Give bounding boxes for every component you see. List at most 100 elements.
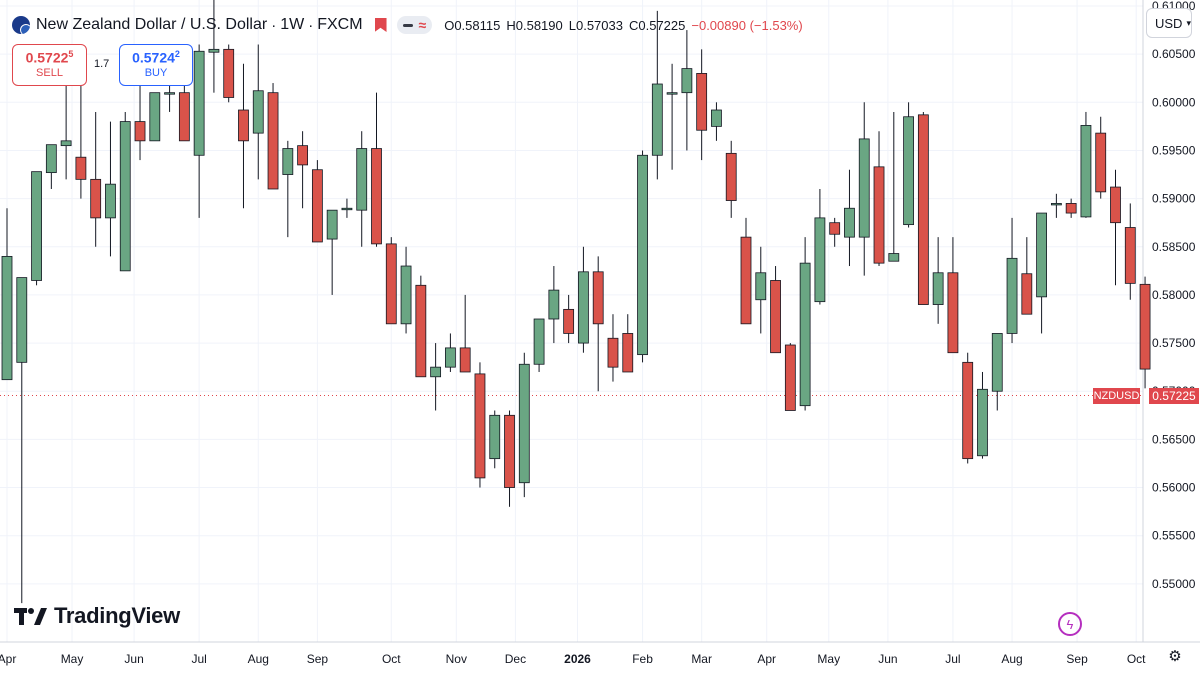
- candle-body: [903, 116, 914, 226]
- candle-body: [844, 207, 855, 238]
- candle: [193, 44, 205, 218]
- candle-body: [238, 109, 249, 142]
- candle: [45, 144, 57, 189]
- candle-body: [415, 284, 427, 378]
- candle-body: [1080, 125, 1092, 218]
- candle-body: [1124, 227, 1136, 284]
- candle-body: [563, 308, 575, 334]
- candle-body: [45, 144, 57, 174]
- time-tick-label: Aug: [1001, 652, 1022, 666]
- candle: [252, 44, 264, 180]
- time-tick-label: Aug: [248, 652, 269, 666]
- candle: [371, 92, 382, 247]
- candle: [267, 83, 279, 190]
- candle-body: [1021, 273, 1033, 315]
- candle-body: [814, 217, 826, 303]
- time-tick-label: Apr: [0, 652, 16, 666]
- candle: [326, 209, 338, 295]
- candle: [518, 352, 530, 498]
- chart-header[interactable]: New Zealand Dollar / U.S. Dollar · 1W · …: [12, 14, 809, 36]
- candle-body: [666, 92, 678, 95]
- candle: [592, 256, 604, 392]
- candle: [90, 111, 102, 247]
- candle-body: [16, 277, 28, 363]
- candle: [962, 352, 974, 464]
- price-tick-label: 0.56500: [1152, 432, 1196, 446]
- time-tick-label: Sep: [1066, 652, 1088, 666]
- price-tick-label: 0.59000: [1152, 192, 1196, 206]
- candle-body: [799, 262, 811, 407]
- source-label: FXCM: [317, 16, 363, 33]
- candle-body: [873, 166, 885, 264]
- candle-body: [119, 121, 131, 272]
- candle: [1080, 111, 1092, 218]
- time-tick-label: Jul: [191, 652, 206, 666]
- minus-icon: [402, 23, 413, 27]
- candle-body: [297, 145, 309, 166]
- interval-label[interactable]: 1W: [280, 16, 305, 33]
- open-value: O0.58115: [444, 17, 501, 33]
- time-tick-label: Jun: [878, 652, 897, 666]
- header-separator: ·: [308, 16, 314, 34]
- candle-body: [326, 209, 338, 240]
- candle-body: [622, 333, 634, 373]
- candle: [799, 237, 811, 411]
- compare-toggle[interactable]: ≈: [396, 16, 433, 34]
- candle: [903, 102, 914, 228]
- candle: [888, 111, 900, 262]
- flash-icon[interactable]: ϟ: [1058, 612, 1082, 636]
- settings-icon[interactable]: ⚙: [1168, 648, 1182, 665]
- candle-body: [311, 169, 323, 243]
- close-value: C0.57225: [628, 17, 686, 33]
- buy-price-pip: 2: [174, 49, 180, 59]
- candle-body: [474, 373, 486, 479]
- candle-body: [784, 344, 796, 411]
- candle: [385, 237, 397, 325]
- candle-body: [651, 83, 663, 156]
- symbol-title[interactable]: New Zealand Dollar / U.S. Dollar: [36, 16, 268, 33]
- candle: [444, 333, 456, 372]
- red-flag-icon[interactable]: [374, 18, 387, 32]
- time-tick-label: May: [817, 652, 840, 666]
- logo-text: TradingView: [54, 603, 180, 628]
- candle-body: [459, 347, 471, 373]
- buy-button[interactable]: 0.57242 BUY: [119, 44, 193, 86]
- candle-body: [696, 73, 708, 131]
- candle: [1139, 276, 1151, 389]
- candle-body: [518, 363, 530, 484]
- candle: [60, 73, 72, 180]
- price-tick-label: 0.57500: [1152, 336, 1196, 350]
- candle: [607, 314, 619, 382]
- candle: [740, 217, 752, 325]
- candle-body: [1095, 132, 1107, 193]
- candle-body: [105, 183, 116, 219]
- candle-body: [1036, 212, 1047, 298]
- candle: [31, 171, 42, 286]
- candle-body: [75, 156, 87, 180]
- candle-body: [267, 92, 279, 190]
- candle: [16, 277, 28, 604]
- candle: [1021, 237, 1033, 315]
- candle: [1095, 116, 1107, 199]
- candle: [311, 160, 323, 243]
- candle: [1036, 212, 1047, 334]
- candle-body: [178, 92, 190, 142]
- tradingview-logo[interactable]: TradingView: [14, 602, 180, 630]
- candle-body: [444, 347, 456, 368]
- candle-body: [829, 222, 841, 235]
- candle: [489, 410, 501, 469]
- candle-body: [637, 154, 648, 356]
- candle-body: [533, 318, 545, 365]
- currency-select[interactable]: USD ▾: [1146, 8, 1192, 38]
- candle: [858, 102, 870, 276]
- time-axis-labels: Apr May Jun Jul Aug Sep Oct Nov Dec 2026 Feb Mar Apr…: [0, 652, 1146, 666]
- candle: [725, 140, 737, 218]
- spread-value: 1.7: [94, 58, 110, 70]
- time-tick-label: Oct: [1127, 652, 1146, 666]
- candle-body: [578, 271, 589, 344]
- candle: [1, 208, 13, 381]
- candle-body: [90, 178, 102, 219]
- sell-button[interactable]: 0.57225 SELL: [12, 44, 87, 86]
- candle-body: [1006, 257, 1018, 334]
